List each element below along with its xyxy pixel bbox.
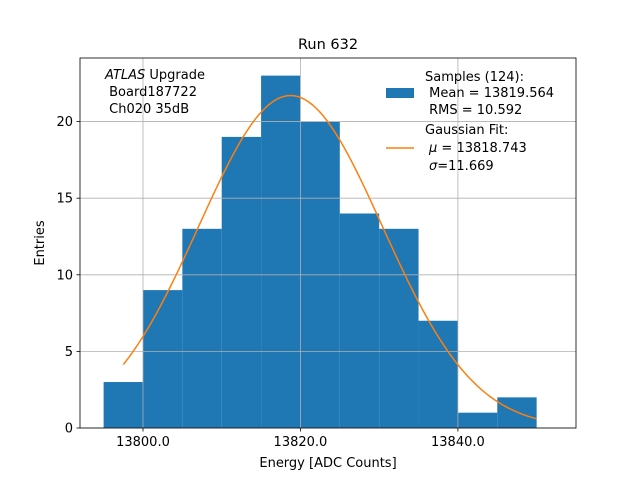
y-tick-label: 20: [56, 115, 73, 130]
histogram-bar: [339, 213, 380, 428]
legend-fit-sigma: σ=11.669: [429, 159, 494, 174]
legend-mu-value: = 13818.743: [437, 141, 526, 156]
legend-samples-title: Samples (124):: [425, 70, 524, 85]
histogram-bar: [457, 412, 498, 428]
y-tick-label: 10: [56, 268, 73, 283]
histogram-bar: [103, 382, 143, 428]
histogram-bar: [379, 228, 419, 428]
annotation-atlas: ATLAS: [104, 68, 145, 83]
annotation-line-2: Board187722: [105, 85, 197, 100]
x-axis-ticks: 13800.0 13820.0 13840.0: [116, 428, 485, 450]
y-tick-label: 5: [65, 345, 73, 360]
legend-samples-mean: Mean = 13819.564: [425, 86, 554, 101]
axes-frame: [79, 57, 577, 429]
x-tick-label: 13800.0: [116, 435, 170, 450]
annotation-upgrade: Upgrade: [145, 68, 205, 83]
histogram-bar: [418, 320, 458, 428]
y-tick-label: 0: [65, 422, 73, 437]
legend-fit-title: Gaussian Fit:: [425, 123, 508, 138]
legend-samples-rms: RMS = 10.592: [425, 103, 522, 118]
legend-samples-swatch: [386, 88, 414, 98]
y-tick-label: 15: [56, 192, 73, 207]
legend-fit-mu: μ = 13818.743: [428, 141, 527, 156]
histogram-bar: [182, 228, 222, 428]
atlas-annotation: ATLAS Upgrade Board187722 Ch020 35dB: [104, 68, 205, 117]
legend-sigma-symbol: σ: [429, 159, 438, 174]
annotation-line-3: Ch020 35dB: [105, 102, 189, 117]
legend-mu-symbol: μ: [428, 141, 437, 156]
legend: Samples (124): Mean = 13819.564 RMS = 10…: [386, 70, 554, 174]
histogram-bar: [142, 290, 183, 428]
x-tick-label: 13840.0: [431, 435, 485, 450]
chart-title: Run 632: [298, 37, 358, 53]
legend-sigma-value: =11.669: [437, 159, 493, 174]
histogram-bar: [261, 75, 301, 428]
histogram-bar: [221, 136, 262, 428]
annotation-line-1: ATLAS Upgrade: [104, 68, 205, 83]
gaussian-fit-curve: [122, 94, 537, 420]
x-axis-label: Energy [ADC Counts]: [259, 456, 396, 471]
y-axis-label: Entries: [33, 220, 48, 266]
x-tick-label: 13820.0: [274, 435, 328, 450]
y-axis-ticks: 0 5 10 15 20: [56, 115, 80, 437]
histogram-bars: [103, 75, 537, 428]
